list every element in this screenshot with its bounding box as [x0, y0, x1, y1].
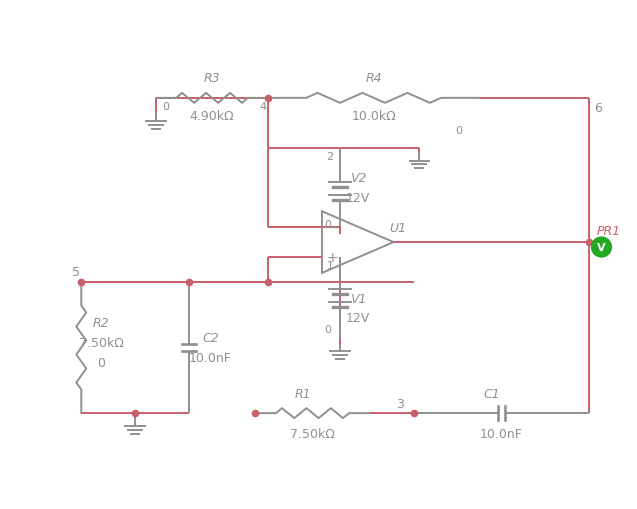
Text: C1: C1 [483, 387, 500, 400]
Text: 10.0kΩ: 10.0kΩ [352, 110, 396, 123]
Text: 10.0nF: 10.0nF [189, 351, 232, 364]
Text: V: V [597, 243, 606, 252]
Text: 12V: 12V [346, 191, 370, 205]
Text: 6: 6 [594, 102, 603, 115]
Text: 7.50kΩ: 7.50kΩ [79, 336, 124, 349]
Text: 5: 5 [73, 266, 80, 279]
Text: 4: 4 [260, 102, 267, 111]
Text: 1: 1 [326, 261, 333, 271]
Text: 0: 0 [324, 220, 331, 230]
Text: R2: R2 [93, 317, 110, 329]
Text: R1: R1 [294, 387, 311, 400]
Text: 12V: 12V [346, 312, 370, 325]
Text: 10.0nF: 10.0nF [480, 427, 523, 440]
Text: −: − [326, 220, 338, 234]
Text: R3: R3 [204, 72, 220, 86]
Text: +: + [326, 251, 338, 265]
Circle shape [592, 238, 612, 258]
Text: 2: 2 [326, 151, 334, 161]
Text: V1: V1 [350, 292, 366, 305]
Text: C2: C2 [202, 331, 219, 345]
Text: 7.50kΩ: 7.50kΩ [290, 427, 335, 440]
Text: 0: 0 [162, 102, 169, 111]
Text: 0: 0 [97, 356, 105, 369]
Text: U1: U1 [389, 221, 406, 234]
Text: 3: 3 [396, 397, 403, 410]
Text: PR1: PR1 [596, 224, 620, 237]
Text: 0: 0 [455, 125, 462, 135]
Text: 4.90kΩ: 4.90kΩ [190, 110, 234, 123]
Text: V2: V2 [350, 172, 366, 185]
Text: R4: R4 [366, 72, 382, 86]
Text: 0: 0 [324, 324, 331, 334]
